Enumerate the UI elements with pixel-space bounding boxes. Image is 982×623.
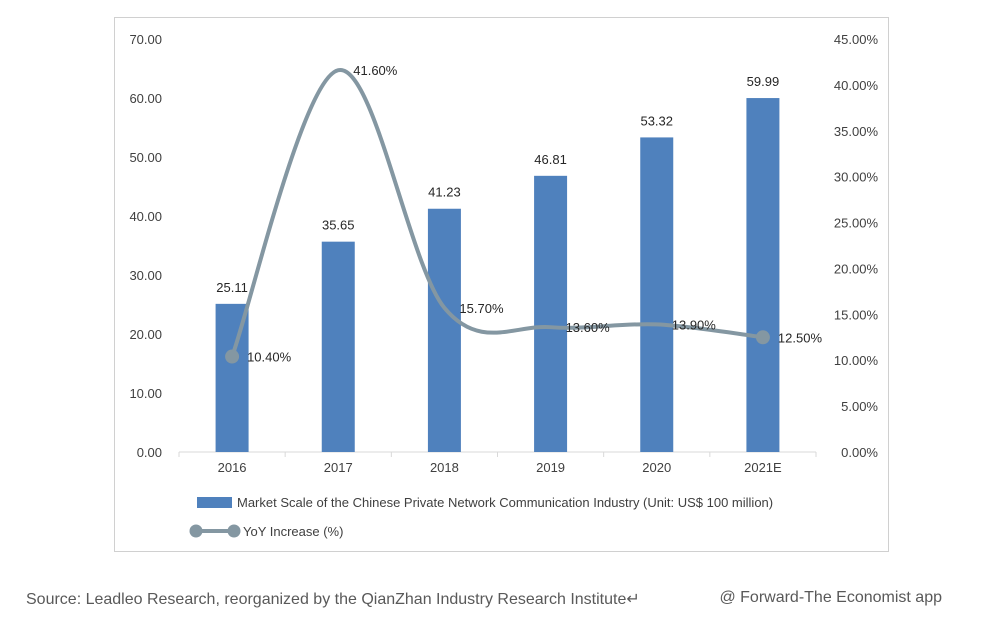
legend-line-label: YoY Increase (%) bbox=[243, 524, 343, 539]
bar bbox=[746, 98, 780, 453]
footer-credit: @ Forward-The Economist app bbox=[719, 589, 942, 606]
yoy-line bbox=[230, 68, 765, 359]
y-left-tick-label: 50.00 bbox=[129, 150, 162, 165]
y-right-tick-label: 35.00% bbox=[834, 124, 879, 139]
y-left-tick-label: 60.00 bbox=[129, 91, 162, 106]
x-tick-label: 2019 bbox=[536, 460, 565, 475]
line-data-label: 15.70% bbox=[459, 301, 504, 316]
y-right-tick-label: 5.00% bbox=[841, 399, 878, 414]
bar-data-label: 41.23 bbox=[428, 185, 461, 200]
bar bbox=[640, 137, 674, 453]
bar-data-label: 25.11 bbox=[216, 280, 248, 295]
legend-line-marker bbox=[189, 524, 203, 538]
y-right-tick-label: 30.00% bbox=[834, 170, 879, 185]
line-marker bbox=[755, 330, 770, 345]
legend-bar-swatch bbox=[197, 497, 232, 508]
y-right-tick-label: 20.00% bbox=[834, 261, 879, 276]
line-data-label: 10.40% bbox=[247, 350, 292, 365]
footer-source: Source: Leadleo Research, reorganized by… bbox=[26, 591, 640, 608]
line-data-label: 13.60% bbox=[566, 320, 611, 335]
bar-data-label: 53.32 bbox=[640, 113, 673, 128]
bar bbox=[534, 175, 568, 453]
x-tick-label: 2017 bbox=[324, 460, 353, 475]
line-data-label: 41.60% bbox=[353, 63, 398, 78]
x-tick-label: 2020 bbox=[642, 460, 671, 475]
x-tick-label: 2018 bbox=[430, 460, 459, 475]
legend-bar-label: Market Scale of the Chinese Private Netw… bbox=[237, 495, 773, 510]
legend-line-marker bbox=[227, 524, 241, 538]
y-left-tick-label: 0.00 bbox=[137, 445, 162, 460]
x-tick-label: 2021E bbox=[744, 460, 782, 475]
bar-series bbox=[215, 98, 780, 453]
y-left-tick-label: 40.00 bbox=[129, 209, 162, 224]
chart-svg: 0.0010.0020.0030.0040.0050.0060.0070.00 … bbox=[129, 32, 879, 539]
y-right-tick-label: 45.00% bbox=[834, 32, 879, 47]
line-data-label: 12.50% bbox=[778, 330, 823, 345]
line-marker bbox=[225, 349, 240, 364]
y-left-tick-label: 20.00 bbox=[129, 327, 162, 342]
line-data-label: 13.90% bbox=[672, 317, 717, 332]
bar bbox=[215, 303, 249, 452]
y-right-tick-label: 10.00% bbox=[834, 353, 879, 368]
y-right-tick-label: 25.00% bbox=[834, 216, 879, 231]
x-axis: 2016 2017 2018 2019 2020 2021E bbox=[178, 451, 817, 475]
bar bbox=[427, 208, 461, 452]
y-left-tick-label: 30.00 bbox=[129, 268, 162, 283]
line-series bbox=[225, 68, 770, 364]
bar bbox=[321, 241, 355, 452]
y-right-tick-label: 40.00% bbox=[834, 78, 879, 93]
legend: Market Scale of the Chinese Private Netw… bbox=[189, 495, 773, 539]
x-tick-label: 2016 bbox=[218, 460, 247, 475]
bar-labels: 25.11 35.65 41.23 46.81 53.32 59.99 bbox=[216, 74, 779, 295]
y-left-tick-label: 10.00 bbox=[129, 386, 162, 401]
y-right-tick-label: 15.00% bbox=[834, 307, 879, 322]
y-right-tick-label: 0.00% bbox=[841, 445, 878, 460]
left-axis: 0.00 10.00 20.00 30.00 40.00 50.00 60.00 70.00 bbox=[129, 32, 162, 460]
right-axis: 0.00% 5.00% 10.00% 15.00% 20.00% 25.00% 30.00%… bbox=[834, 32, 879, 460]
y-left-tick-label: 70.00 bbox=[129, 32, 162, 47]
bar-data-label: 59.99 bbox=[747, 74, 780, 89]
bar-data-label: 46.81 bbox=[534, 152, 567, 167]
chart-frame: 0.00 10.00 20.00 30.00 40.00 50.00 60.00 70.00 … bbox=[114, 17, 889, 552]
bar-data-label: 35.65 bbox=[322, 218, 355, 233]
line-labels: 10.40% 41.60% 15.70% 13.60% 13.90% 12.50% bbox=[247, 63, 822, 364]
